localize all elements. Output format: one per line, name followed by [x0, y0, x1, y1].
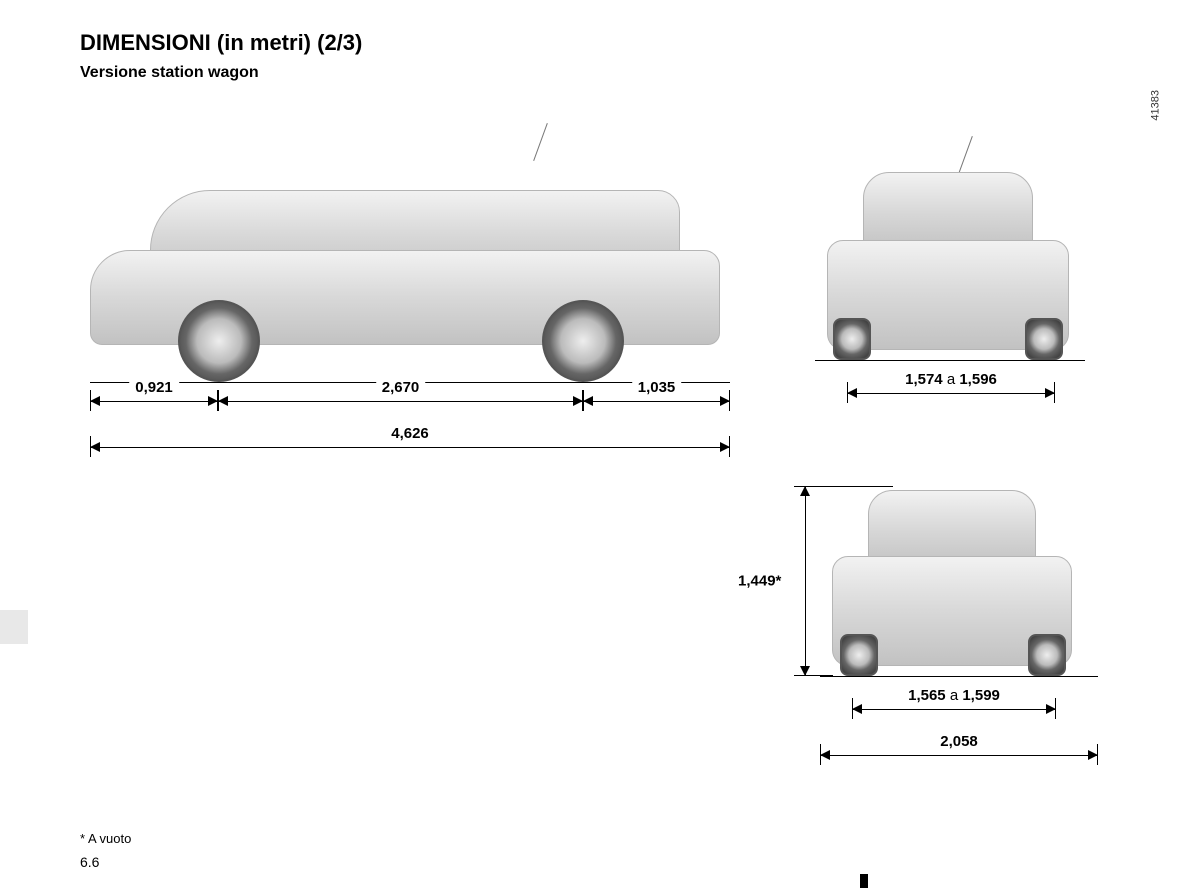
front-wheel-icon [178, 300, 260, 382]
vehicle-rear-view: 1,449* 1,565 a 1,599 2,058 [740, 478, 1100, 798]
page-thumb-tab [0, 610, 28, 644]
ground-line [820, 676, 1098, 677]
dim-rear-track: 1,565 a 1,599 [852, 708, 1056, 709]
dim-overall-length-label: 4,626 [391, 425, 429, 442]
dim-overall-width-label: 2,058 [940, 733, 978, 750]
page-subtitle: Versione station wagon [80, 64, 1150, 82]
dim-front-overhang-label: 0,921 [135, 379, 173, 396]
vehicle-front-view: 1,574 a 1,596 [815, 160, 1095, 460]
dim-wheelbase: 2,670 [218, 400, 583, 401]
dim-height-label: 1,449* [738, 573, 781, 590]
page-number: 6.6 [80, 854, 99, 870]
antenna-icon [533, 123, 548, 161]
ground-line [815, 360, 1085, 361]
dim-wheelbase-label: 2,670 [382, 379, 420, 396]
rear-wheel-icon [542, 300, 624, 382]
rear-tire-right-icon [1028, 634, 1066, 676]
dim-overall-length: 4,626 [90, 446, 730, 447]
dim-rear-overhang-label: 1,035 [638, 379, 676, 396]
front-tire-right-icon [1025, 318, 1063, 360]
page-container: DIMENSIONI (in metri) (2/3) Versione sta… [0, 0, 1200, 888]
dim-height: 1,449* [804, 486, 805, 676]
page-title: DIMENSIONI (in metri) (2/3) [80, 30, 1150, 56]
dim-overall-width: 2,058 [820, 754, 1098, 755]
dim-front-track: 1,574 a 1,596 [847, 392, 1055, 393]
dim-rear-overhang: 1,035 [583, 400, 730, 401]
document-id: 41383 [1150, 90, 1162, 121]
dim-front-overhang: 0,921 [90, 400, 218, 401]
front-tire-left-icon [833, 318, 871, 360]
print-crop-mark-icon [860, 874, 868, 888]
rear-tire-left-icon [840, 634, 878, 676]
dim-front-track-label: 1,574 a 1,596 [899, 370, 1003, 389]
dim-rear-track-label: 1,565 a 1,599 [902, 686, 1006, 705]
vehicle-side-view: 0,921 2,670 1,035 4,626 [90, 140, 730, 460]
footnote: * A vuoto [80, 831, 131, 846]
antenna-icon [958, 136, 973, 174]
